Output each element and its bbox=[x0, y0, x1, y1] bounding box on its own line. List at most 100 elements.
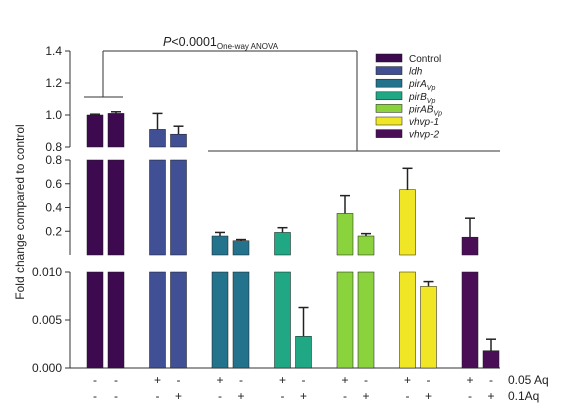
y-tick-label: 0.005 bbox=[32, 313, 62, 327]
aq005-marker: - bbox=[427, 373, 431, 387]
annotation-text: P<0.0001One-way ANOVA bbox=[163, 35, 279, 51]
axes: 0.8 1.0 1.2 1.4 0.2 0.4 0.6 0.8 0.000 0.005 0.010 bbox=[32, 44, 500, 375]
aq005-marker: + bbox=[404, 373, 411, 387]
bar bbox=[211, 271, 229, 369]
bar bbox=[482, 350, 500, 369]
aq005-marker: + bbox=[279, 373, 286, 387]
aq01-marker: + bbox=[237, 389, 244, 403]
aq01-marker: + bbox=[487, 389, 494, 403]
aq01-marker: + bbox=[175, 389, 182, 403]
aq01-marker: - bbox=[281, 389, 285, 403]
annotation-pvalue: <0.0001 bbox=[171, 35, 217, 49]
aq01-marker: - bbox=[343, 389, 347, 403]
bar bbox=[86, 159, 104, 256]
legend-name: pirB bbox=[408, 92, 427, 103]
bar bbox=[107, 113, 125, 148]
aq005-marker: - bbox=[239, 373, 243, 387]
aq005-marker: - bbox=[302, 373, 306, 387]
aq01-marker: - bbox=[114, 389, 118, 403]
bar bbox=[420, 286, 437, 369]
aq005-marker: + bbox=[216, 373, 223, 387]
bar bbox=[357, 235, 375, 256]
y-axis-label: Fold change compared to control bbox=[13, 124, 27, 299]
bar bbox=[170, 159, 187, 256]
legend-name: ldh bbox=[409, 67, 423, 78]
legend: ControlldhpirAVppirBVppirABVpvhvp-1vhvp-… bbox=[375, 53, 442, 141]
treatment-rows: - - - - + - - + + - - + + - - + + - - + + - - + + - - + bbox=[93, 373, 495, 403]
y-tick-label: 1.0 bbox=[45, 108, 62, 122]
aq01-marker: - bbox=[218, 389, 222, 403]
legend-label: vhvp-1 bbox=[409, 117, 439, 128]
bar bbox=[170, 271, 187, 369]
aq01-marker: - bbox=[406, 389, 410, 403]
aq01-marker: + bbox=[425, 389, 432, 403]
bar bbox=[232, 271, 250, 369]
legend-swatch bbox=[375, 91, 403, 101]
legend-swatch bbox=[375, 53, 403, 63]
legend-swatch bbox=[375, 66, 403, 75]
legend-name: pirAB bbox=[408, 104, 434, 115]
bar bbox=[295, 336, 312, 369]
legend-label: pirAVp bbox=[408, 79, 435, 92]
legend-swatch bbox=[375, 104, 403, 113]
aq005-marker: - bbox=[114, 373, 118, 387]
aq005-marker: + bbox=[154, 373, 161, 387]
aq01-marker: - bbox=[156, 389, 160, 403]
legend-label: pirBVp bbox=[408, 92, 435, 105]
bar bbox=[274, 232, 291, 256]
y-tick-label: 0.8 bbox=[45, 140, 62, 154]
legend-swatch bbox=[375, 78, 403, 88]
bar bbox=[336, 213, 354, 256]
row-label-aq005: 0.05 Aq bbox=[508, 373, 549, 387]
bar bbox=[107, 159, 125, 256]
bar bbox=[399, 189, 416, 256]
legend-label: vhvp-2 bbox=[409, 130, 439, 141]
aq01-marker: + bbox=[300, 389, 307, 403]
bar bbox=[232, 240, 250, 256]
legend-swatch bbox=[375, 129, 403, 138]
bar bbox=[274, 271, 291, 369]
legend-swatch bbox=[375, 116, 403, 126]
y-tick-label: 0.6 bbox=[45, 177, 62, 191]
legend-label: ldh bbox=[409, 67, 423, 78]
bar bbox=[170, 133, 187, 148]
legend-name: pirA bbox=[408, 79, 427, 90]
aq01-marker: - bbox=[468, 389, 472, 403]
bar bbox=[461, 236, 479, 256]
bar bbox=[149, 271, 166, 369]
y-tick-label: 1.2 bbox=[45, 76, 62, 90]
aq005-marker: - bbox=[93, 373, 97, 387]
bar bbox=[149, 159, 166, 256]
y-tick-label: 0.4 bbox=[45, 201, 62, 215]
significance-brackets bbox=[84, 50, 500, 152]
aq005-marker: - bbox=[364, 373, 368, 387]
bar bbox=[357, 271, 375, 369]
bar bbox=[107, 271, 125, 369]
legend-name: vhvp-2 bbox=[409, 130, 439, 141]
y-tick-label: 0.010 bbox=[32, 265, 62, 279]
legend-name: vhvp-1 bbox=[409, 117, 439, 128]
legend-label: Control bbox=[409, 54, 441, 65]
legend-label: pirABVp bbox=[408, 104, 442, 117]
y-tick-label: 0.2 bbox=[45, 224, 62, 238]
row-label-aq01: 0.1Aq bbox=[508, 389, 539, 403]
aq01-marker: + bbox=[362, 389, 369, 403]
bar bbox=[399, 271, 416, 369]
aq005-marker: - bbox=[489, 373, 493, 387]
bar bbox=[149, 129, 166, 148]
aq005-marker: + bbox=[341, 373, 348, 387]
bar bbox=[86, 114, 104, 148]
legend-name: Control bbox=[409, 54, 441, 65]
legend-subscript: Vp bbox=[427, 98, 436, 105]
legend-subscript: Vp bbox=[433, 110, 442, 117]
bar bbox=[211, 235, 229, 256]
y-tick-label: 1.4 bbox=[45, 44, 62, 58]
annotation-p: P bbox=[163, 35, 172, 49]
bar bbox=[336, 271, 354, 369]
y-tick-label: 0.000 bbox=[32, 361, 62, 375]
y-tick-label: 0.8 bbox=[45, 153, 62, 167]
legend-subscript: Vp bbox=[427, 85, 436, 92]
bar bbox=[86, 271, 104, 369]
